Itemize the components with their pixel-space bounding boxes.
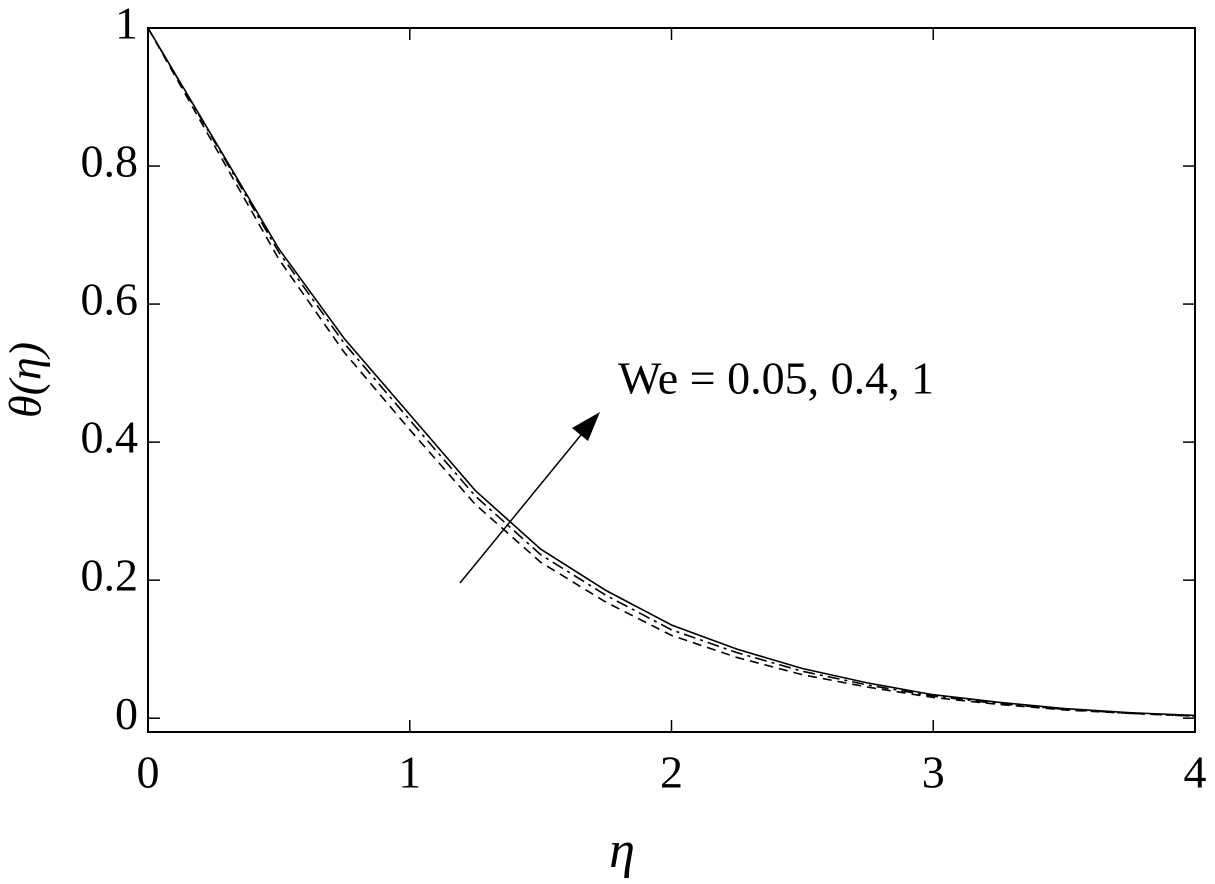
x-tick-label: 1 bbox=[398, 747, 421, 798]
y-tick-label: 0.4 bbox=[81, 412, 139, 463]
line-series bbox=[147, 27, 1196, 717]
x-tick-label: 3 bbox=[922, 747, 945, 798]
line-series bbox=[147, 27, 1196, 717]
y-tick-label: 0.2 bbox=[81, 550, 139, 601]
y-tick-label: 1 bbox=[115, 0, 138, 49]
arrow-head bbox=[572, 412, 600, 441]
x-tick-label: 0 bbox=[137, 747, 160, 798]
x-tick-label: 2 bbox=[660, 747, 683, 798]
y-axis-label: θ(η) bbox=[0, 342, 51, 418]
annotation-arrow bbox=[459, 429, 586, 584]
line-series bbox=[147, 27, 1196, 717]
x-tick-label: 4 bbox=[1184, 747, 1207, 798]
y-tick-label: 0.6 bbox=[81, 274, 139, 325]
y-tick-label: 0 bbox=[115, 688, 138, 739]
x-axis-label: η bbox=[609, 822, 635, 879]
y-tick-label: 0.8 bbox=[81, 136, 139, 187]
annotation: We = 0.05, 0.4, 1 bbox=[618, 353, 934, 404]
